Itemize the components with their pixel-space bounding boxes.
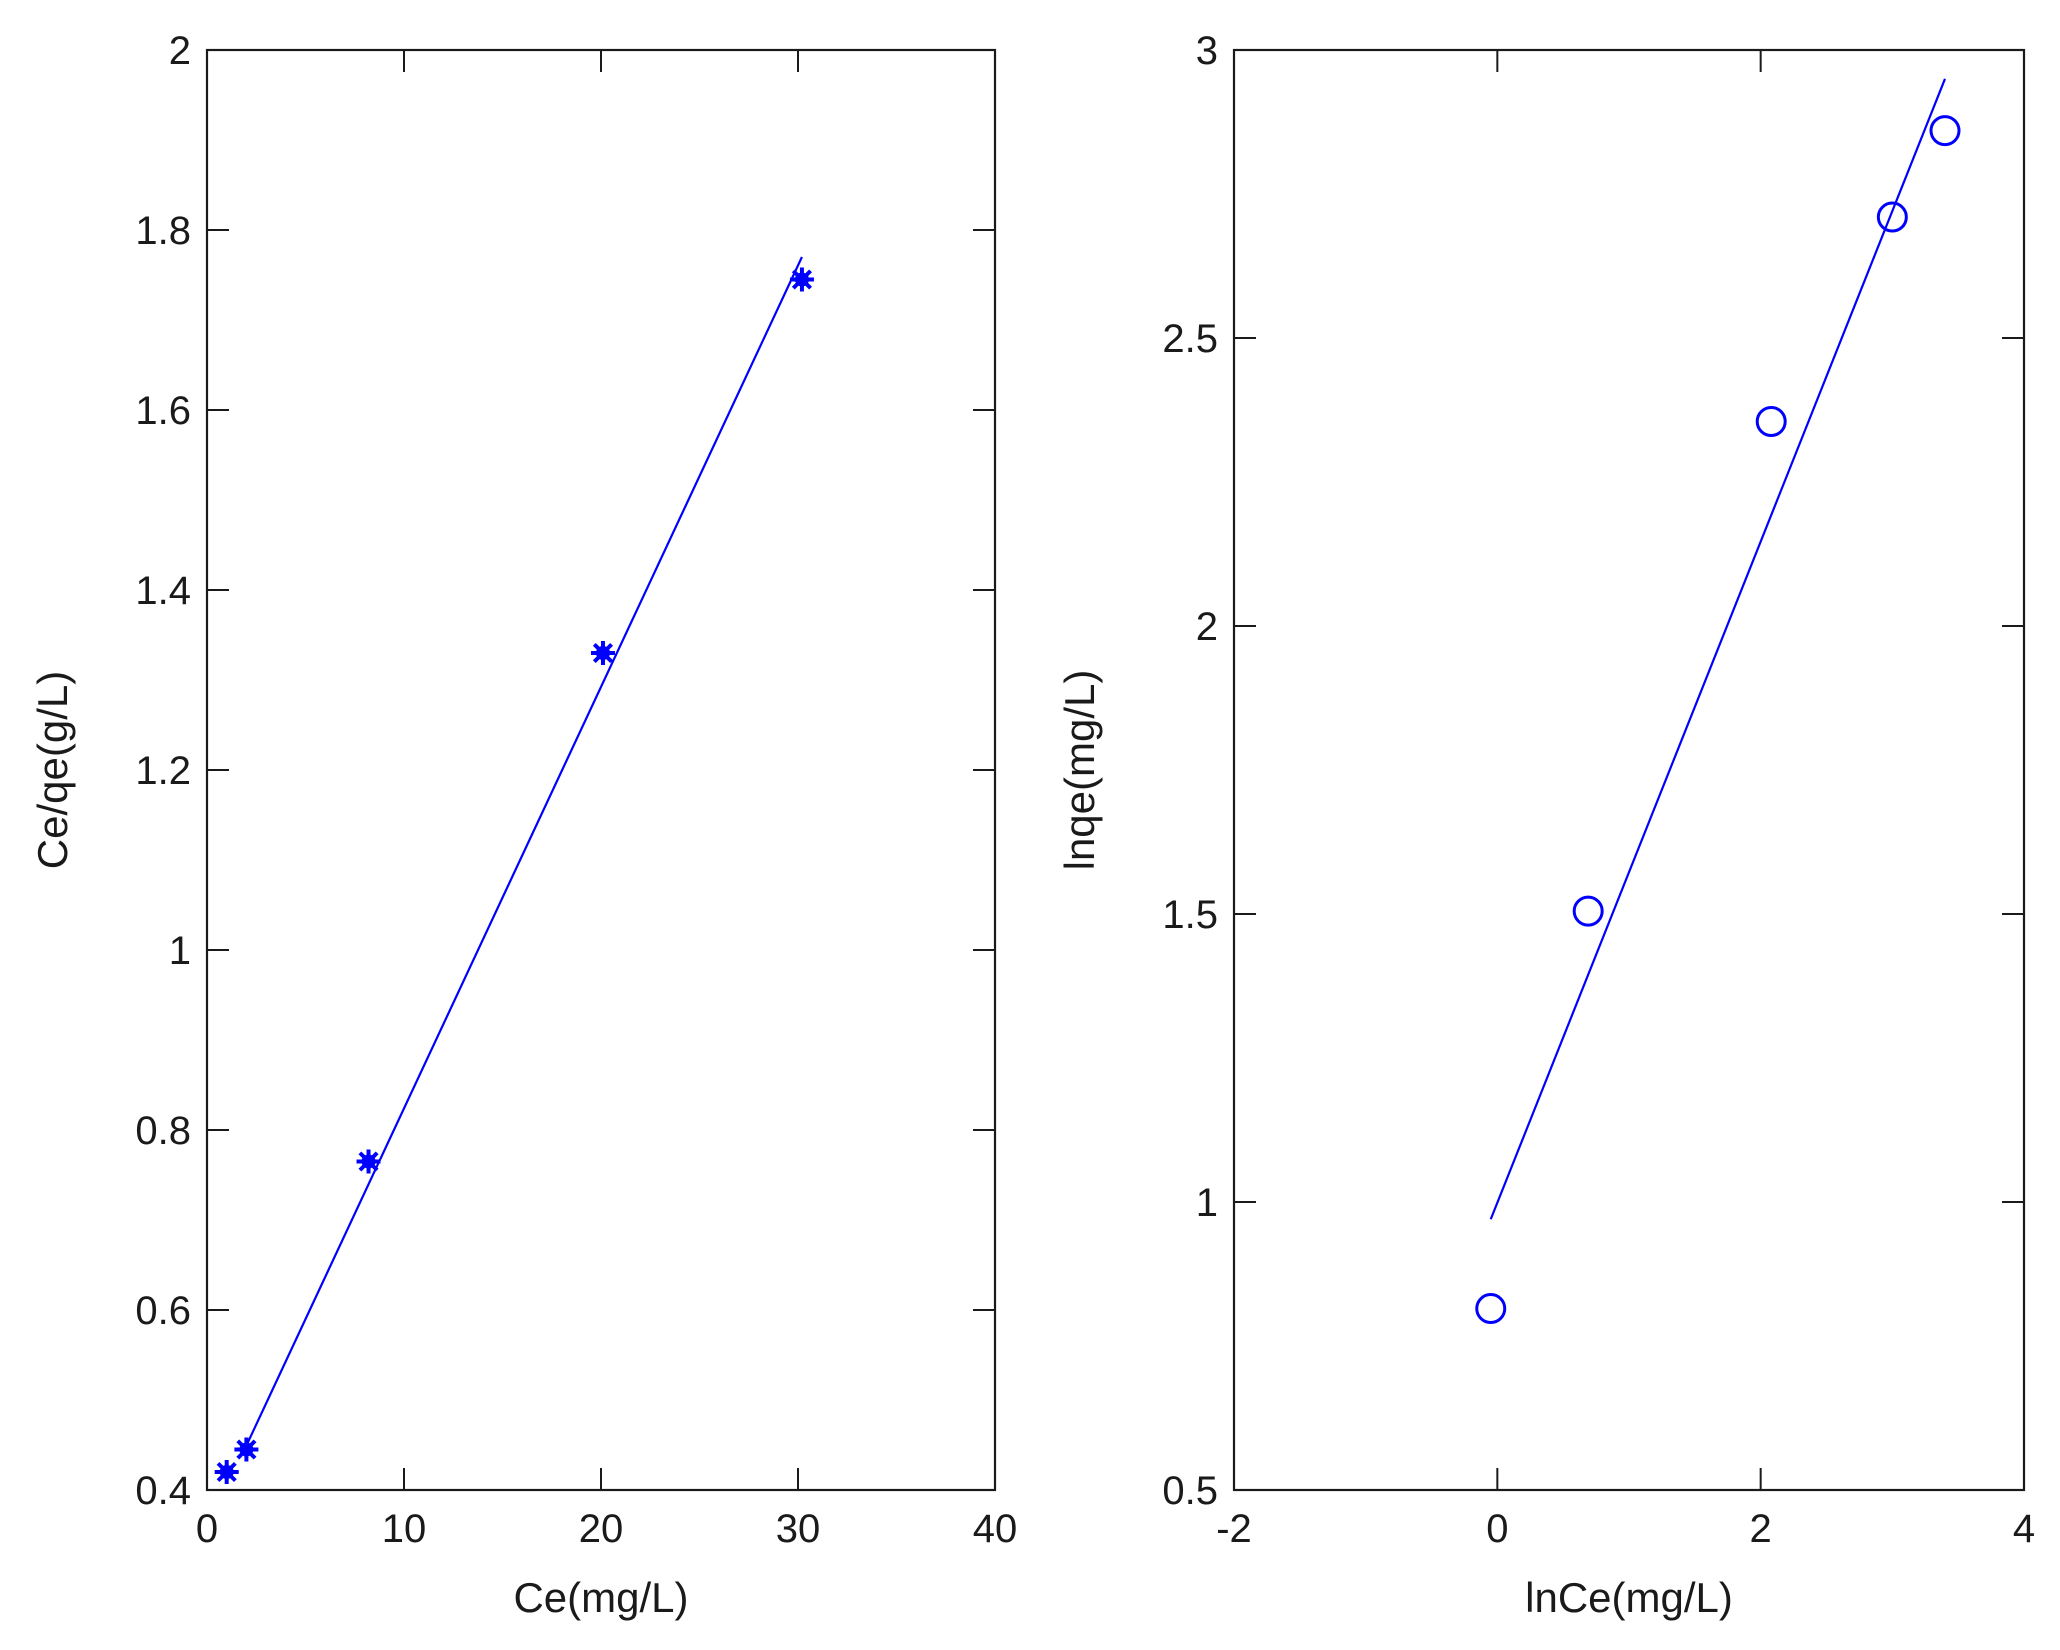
right-y-tick-label: 3: [1196, 29, 1218, 73]
right-data-point: [1755, 406, 1787, 438]
right-y-tick-label: 2: [1196, 605, 1218, 649]
right-y-tick-label: 1: [1196, 1181, 1218, 1225]
left-data-point: [789, 267, 814, 292]
left-fit-line: [241, 256, 803, 1455]
left-data-point: [590, 641, 615, 665]
right-data-point: [1876, 201, 1908, 233]
right-x-tick-label: 2: [1750, 1507, 1772, 1551]
right-y-tick-label: 1.5: [1162, 893, 1218, 937]
left-x-tick-label: 30: [776, 1507, 821, 1551]
right-y-axis-label: lnqe(mg/L): [1056, 670, 1103, 871]
left-plot: 0 10 20 30 40 0.4 0.6 0.8 1 1.2 1.4 1.6 1.8 2 Ce(mg/L)…: [29, 29, 1017, 1621]
right-fit-line: [1489, 78, 1947, 1220]
right-data-point: [1929, 115, 1961, 147]
left-x-tick-label: 20: [579, 1507, 624, 1551]
left-y-tick-label: 0.8: [135, 1109, 191, 1153]
right-axes-frame: [1232, 48, 2026, 1492]
left-x-tick-label: 0: [196, 1507, 218, 1551]
left-y-tick-label: 0.4: [135, 1469, 191, 1513]
left-y-axis-label: Ce/qe(g/L): [29, 671, 76, 869]
right-x-tick-label: 4: [2013, 1507, 2035, 1551]
right-plot: -2 0 2 4 0.5 1 1.5 2 2.5 3 lnCe(mg/L) lnqe(mg/L): [1056, 29, 2035, 1621]
right-y-tick-label: 2.5: [1162, 317, 1218, 361]
left-axes-frame: [205, 48, 997, 1492]
right-data-point: [1475, 1293, 1507, 1325]
right-x-axis-label: lnCe(mg/L): [1525, 1574, 1733, 1621]
left-y-tick-label: 1.4: [135, 569, 191, 613]
left-y-tick-label: 1.6: [135, 389, 191, 433]
left-x-tick-label: 10: [382, 1507, 427, 1551]
right-x-tick-label: -2: [1216, 1507, 1252, 1551]
left-y-tick-label: 1: [169, 929, 191, 973]
right-x-tick-label: 0: [1486, 1507, 1508, 1551]
left-data-point: [356, 1149, 381, 1174]
left-y-tick-label: 1.2: [135, 749, 191, 793]
left-y-tick-label: 1.8: [135, 209, 191, 253]
left-y-tick-label: 2: [169, 29, 191, 73]
left-x-axis-label: Ce(mg/L): [513, 1574, 688, 1621]
right-y-tick-label: 0.5: [1162, 1469, 1218, 1513]
left-data-point: [234, 1437, 259, 1462]
left-y-tick-label: 0.6: [135, 1289, 191, 1333]
left-data-point: [214, 1460, 239, 1484]
left-x-tick-label: 40: [973, 1507, 1018, 1551]
right-data-point: [1572, 895, 1604, 927]
